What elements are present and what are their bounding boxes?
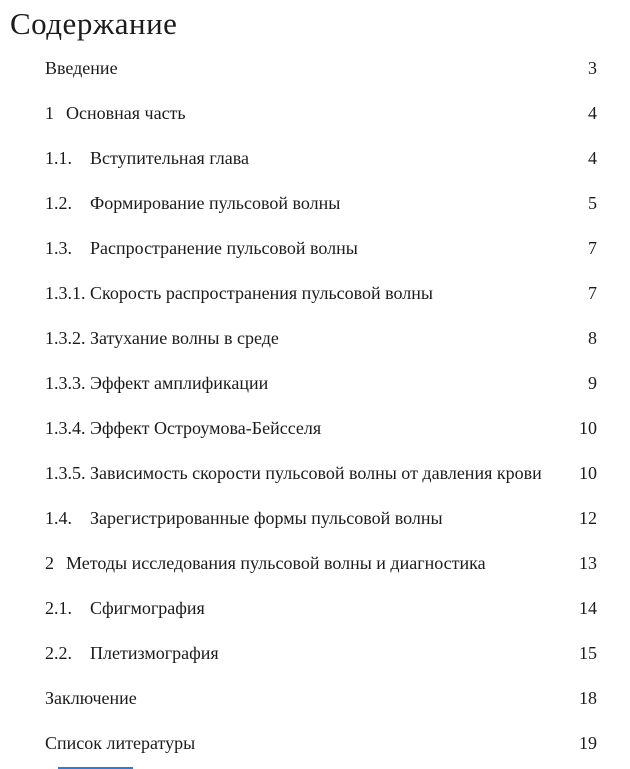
toc-entry-page: 7 [588, 238, 597, 259]
toc-entry[interactable]: Список литературы 19 [45, 721, 597, 766]
toc-entry-label: Сфигмография [90, 598, 205, 619]
toc-entry-page: 14 [579, 598, 597, 619]
toc-entry-page: 15 [579, 643, 597, 664]
toc-entry-label: Список литературы [45, 733, 196, 754]
toc-entry-label: Основная часть [66, 103, 186, 124]
toc-entry-label: Методы исследования пульсовой волны и ди… [66, 553, 486, 574]
toc-entry-label: Плетизмография [90, 643, 219, 664]
toc-entry-number: 1.3.1. [45, 283, 86, 304]
toc-entry-number: 2.2. [45, 643, 72, 664]
toc-entry-page: 13 [579, 553, 597, 574]
toc-entry-page: 18 [579, 688, 597, 709]
page-title: Содержание [10, 6, 178, 41]
toc-entry-label: Эффект амплификации [90, 373, 269, 394]
toc-entry[interactable]: 1.3.2. Затухание волны в среде 8 [45, 316, 597, 361]
toc-entry-page: 8 [588, 328, 597, 349]
toc-entry-number: 1.1. [45, 148, 72, 169]
toc-entry-page: 19 [579, 733, 597, 754]
toc-entry[interactable]: 2.1. Сфигмография 14 [45, 586, 597, 631]
toc-entry-label: Затухание волны в среде [90, 328, 279, 349]
toc-entry-label: Заключение [45, 688, 137, 709]
toc-entry-number: 1.3.4. [45, 418, 86, 439]
toc-entry-page: 10 [579, 463, 597, 484]
toc-entry[interactable]: 1 Основная часть 4 [45, 91, 597, 136]
toc-entry[interactable]: 1.2. Формирование пульсовой волны 5 [45, 181, 597, 226]
toc-entry-number: 1.3. [45, 238, 72, 259]
toc-entry-page: 7 [588, 283, 597, 304]
toc-entry[interactable]: Заключение 18 [45, 676, 597, 721]
toc-entry[interactable]: Введение 3 [45, 46, 597, 91]
toc-entry[interactable]: 1.3. Распространение пульсовой волны 7 [45, 226, 597, 271]
toc-entry-page: 5 [588, 193, 597, 214]
partially-visible-blue-element [58, 767, 133, 769]
toc-entry[interactable]: 1.3.4. Эффект Остроумова-Бейсселя 10 [45, 406, 597, 451]
toc-entry-number: 1.3.5. [45, 463, 86, 484]
toc-entry-label: Распространение пульсовой волны [90, 238, 358, 259]
toc-entry[interactable]: 1.4. Зарегистрированные формы пульсовой … [45, 496, 597, 541]
toc-entry-number: 2 [45, 553, 54, 574]
toc-entry-label: Эффект Остроумова-Бейсселя [90, 418, 322, 439]
toc-entry-number: 1.3.2. [45, 328, 86, 349]
document-page: Содержание Введение 3 1 Основная часть 4… [0, 4, 630, 769]
toc-entry-page: 4 [588, 148, 597, 169]
toc-entry-label: Введение [45, 58, 118, 79]
toc-entry-number: 1 [45, 103, 54, 124]
toc-entry[interactable]: 1.3.1. Скорость распространения пульсово… [45, 271, 597, 316]
toc-entry-page: 9 [588, 373, 597, 394]
toc-entry-number: 2.1. [45, 598, 72, 619]
toc-entry-label: Скорость распространения пульсовой волны [90, 283, 434, 304]
toc-entry-label: Зарегистрированные формы пульсовой волны [90, 508, 443, 529]
toc-entry-page: 12 [579, 508, 597, 529]
toc-entry[interactable]: 2 Методы исследования пульсовой волны и … [45, 541, 597, 586]
toc-entry-label: Зависимость скорости пульсовой волны от … [90, 463, 542, 484]
toc-entry-number: 1.3.3. [45, 373, 86, 394]
toc-entry-page: 10 [579, 418, 597, 439]
toc-entry[interactable]: 1.3.3. Эффект амплификации 9 [45, 361, 597, 406]
toc-entry-page: 4 [588, 103, 597, 124]
toc-entry-page: 3 [588, 58, 597, 79]
toc-entry[interactable]: 1.3.5. Зависимость скорости пульсовой во… [45, 451, 597, 496]
table-of-contents: Введение 3 1 Основная часть 4 1.1. Вступ… [0, 46, 630, 766]
toc-entry-label: Вступительная глава [90, 148, 250, 169]
toc-entry-label: Формирование пульсовой волны [90, 193, 341, 214]
toc-entry[interactable]: 1.1. Вступительная глава 4 [45, 136, 597, 181]
toc-entry[interactable]: 2.2. Плетизмография 15 [45, 631, 597, 676]
toc-entry-number: 1.4. [45, 508, 72, 529]
toc-entry-number: 1.2. [45, 193, 72, 214]
